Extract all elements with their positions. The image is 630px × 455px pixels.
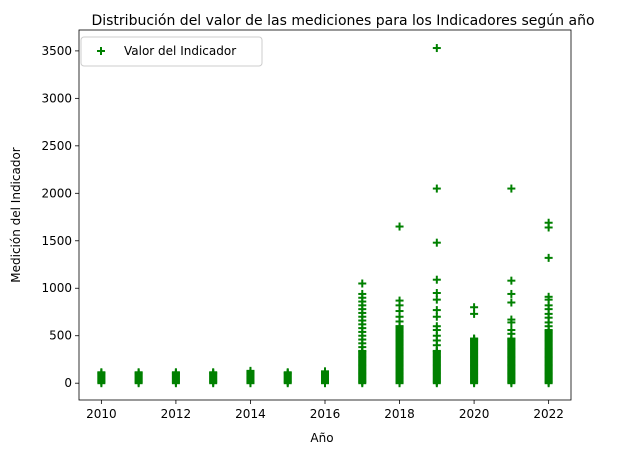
y-axis-ticks: 0 500 1000 1500 2000 2500 3000 3500 <box>41 44 79 390</box>
data-point <box>507 276 516 285</box>
data-point <box>507 298 516 307</box>
y-tick-label: 3500 <box>41 44 72 58</box>
data-point <box>432 184 441 193</box>
x-axis-label: Año <box>310 431 333 445</box>
y-tick-label: 500 <box>49 329 72 343</box>
x-axis-ticks: 2010 2012 2014 2016 2018 2020 2022 <box>86 400 564 421</box>
y-axis-label: Medición del Indicador <box>9 147 23 283</box>
y-tick-label: 0 <box>64 376 72 390</box>
data-point <box>246 366 255 375</box>
data-point <box>321 367 329 376</box>
data-point <box>432 44 441 53</box>
data-point <box>283 368 292 377</box>
data-point <box>544 292 553 301</box>
data-point <box>358 289 367 298</box>
legend-marker-plus <box>97 47 105 55</box>
legend-marker-plus-icon <box>97 47 105 55</box>
data-point <box>171 368 180 377</box>
y-tick-label: 2000 <box>41 186 72 200</box>
data-point <box>507 184 516 193</box>
y-tick-label: 2500 <box>41 139 72 153</box>
data-point <box>395 296 404 305</box>
x-tick-label: 2012 <box>161 407 192 421</box>
legend: Valor del Indicador <box>80 36 263 67</box>
data-point <box>97 368 106 377</box>
legend-box <box>80 36 263 67</box>
x-tick-label: 2020 <box>459 407 490 421</box>
data-point <box>395 222 404 231</box>
data-point <box>470 303 479 312</box>
data-point <box>507 326 516 335</box>
x-tick-label: 2014 <box>235 407 266 421</box>
plot-frame <box>78 29 572 401</box>
x-tick-label: 2010 <box>86 407 117 421</box>
legend-label: Valor del Indicador <box>124 44 236 58</box>
x-tick-label: 2018 <box>384 407 415 421</box>
data-point <box>507 289 516 298</box>
y-tick-label: 1500 <box>41 234 72 248</box>
data-point <box>134 368 143 377</box>
data-points <box>97 44 553 388</box>
data-point <box>432 238 441 247</box>
y-tick-label: 1000 <box>41 281 72 295</box>
data-point <box>358 279 367 288</box>
data-point <box>507 315 516 324</box>
data-point <box>432 288 441 297</box>
data-point <box>432 306 441 315</box>
y-tick-label: 3000 <box>41 91 72 105</box>
data-point <box>544 218 553 227</box>
data-point <box>209 368 218 377</box>
x-tick-label: 2022 <box>533 407 564 421</box>
x-tick-label: 2016 <box>310 407 341 421</box>
data-point <box>432 322 441 331</box>
data-point <box>432 275 441 284</box>
data-point <box>544 253 553 262</box>
data-point <box>470 334 479 343</box>
chart-title: Distribución del valor de las mediciones… <box>91 13 594 29</box>
